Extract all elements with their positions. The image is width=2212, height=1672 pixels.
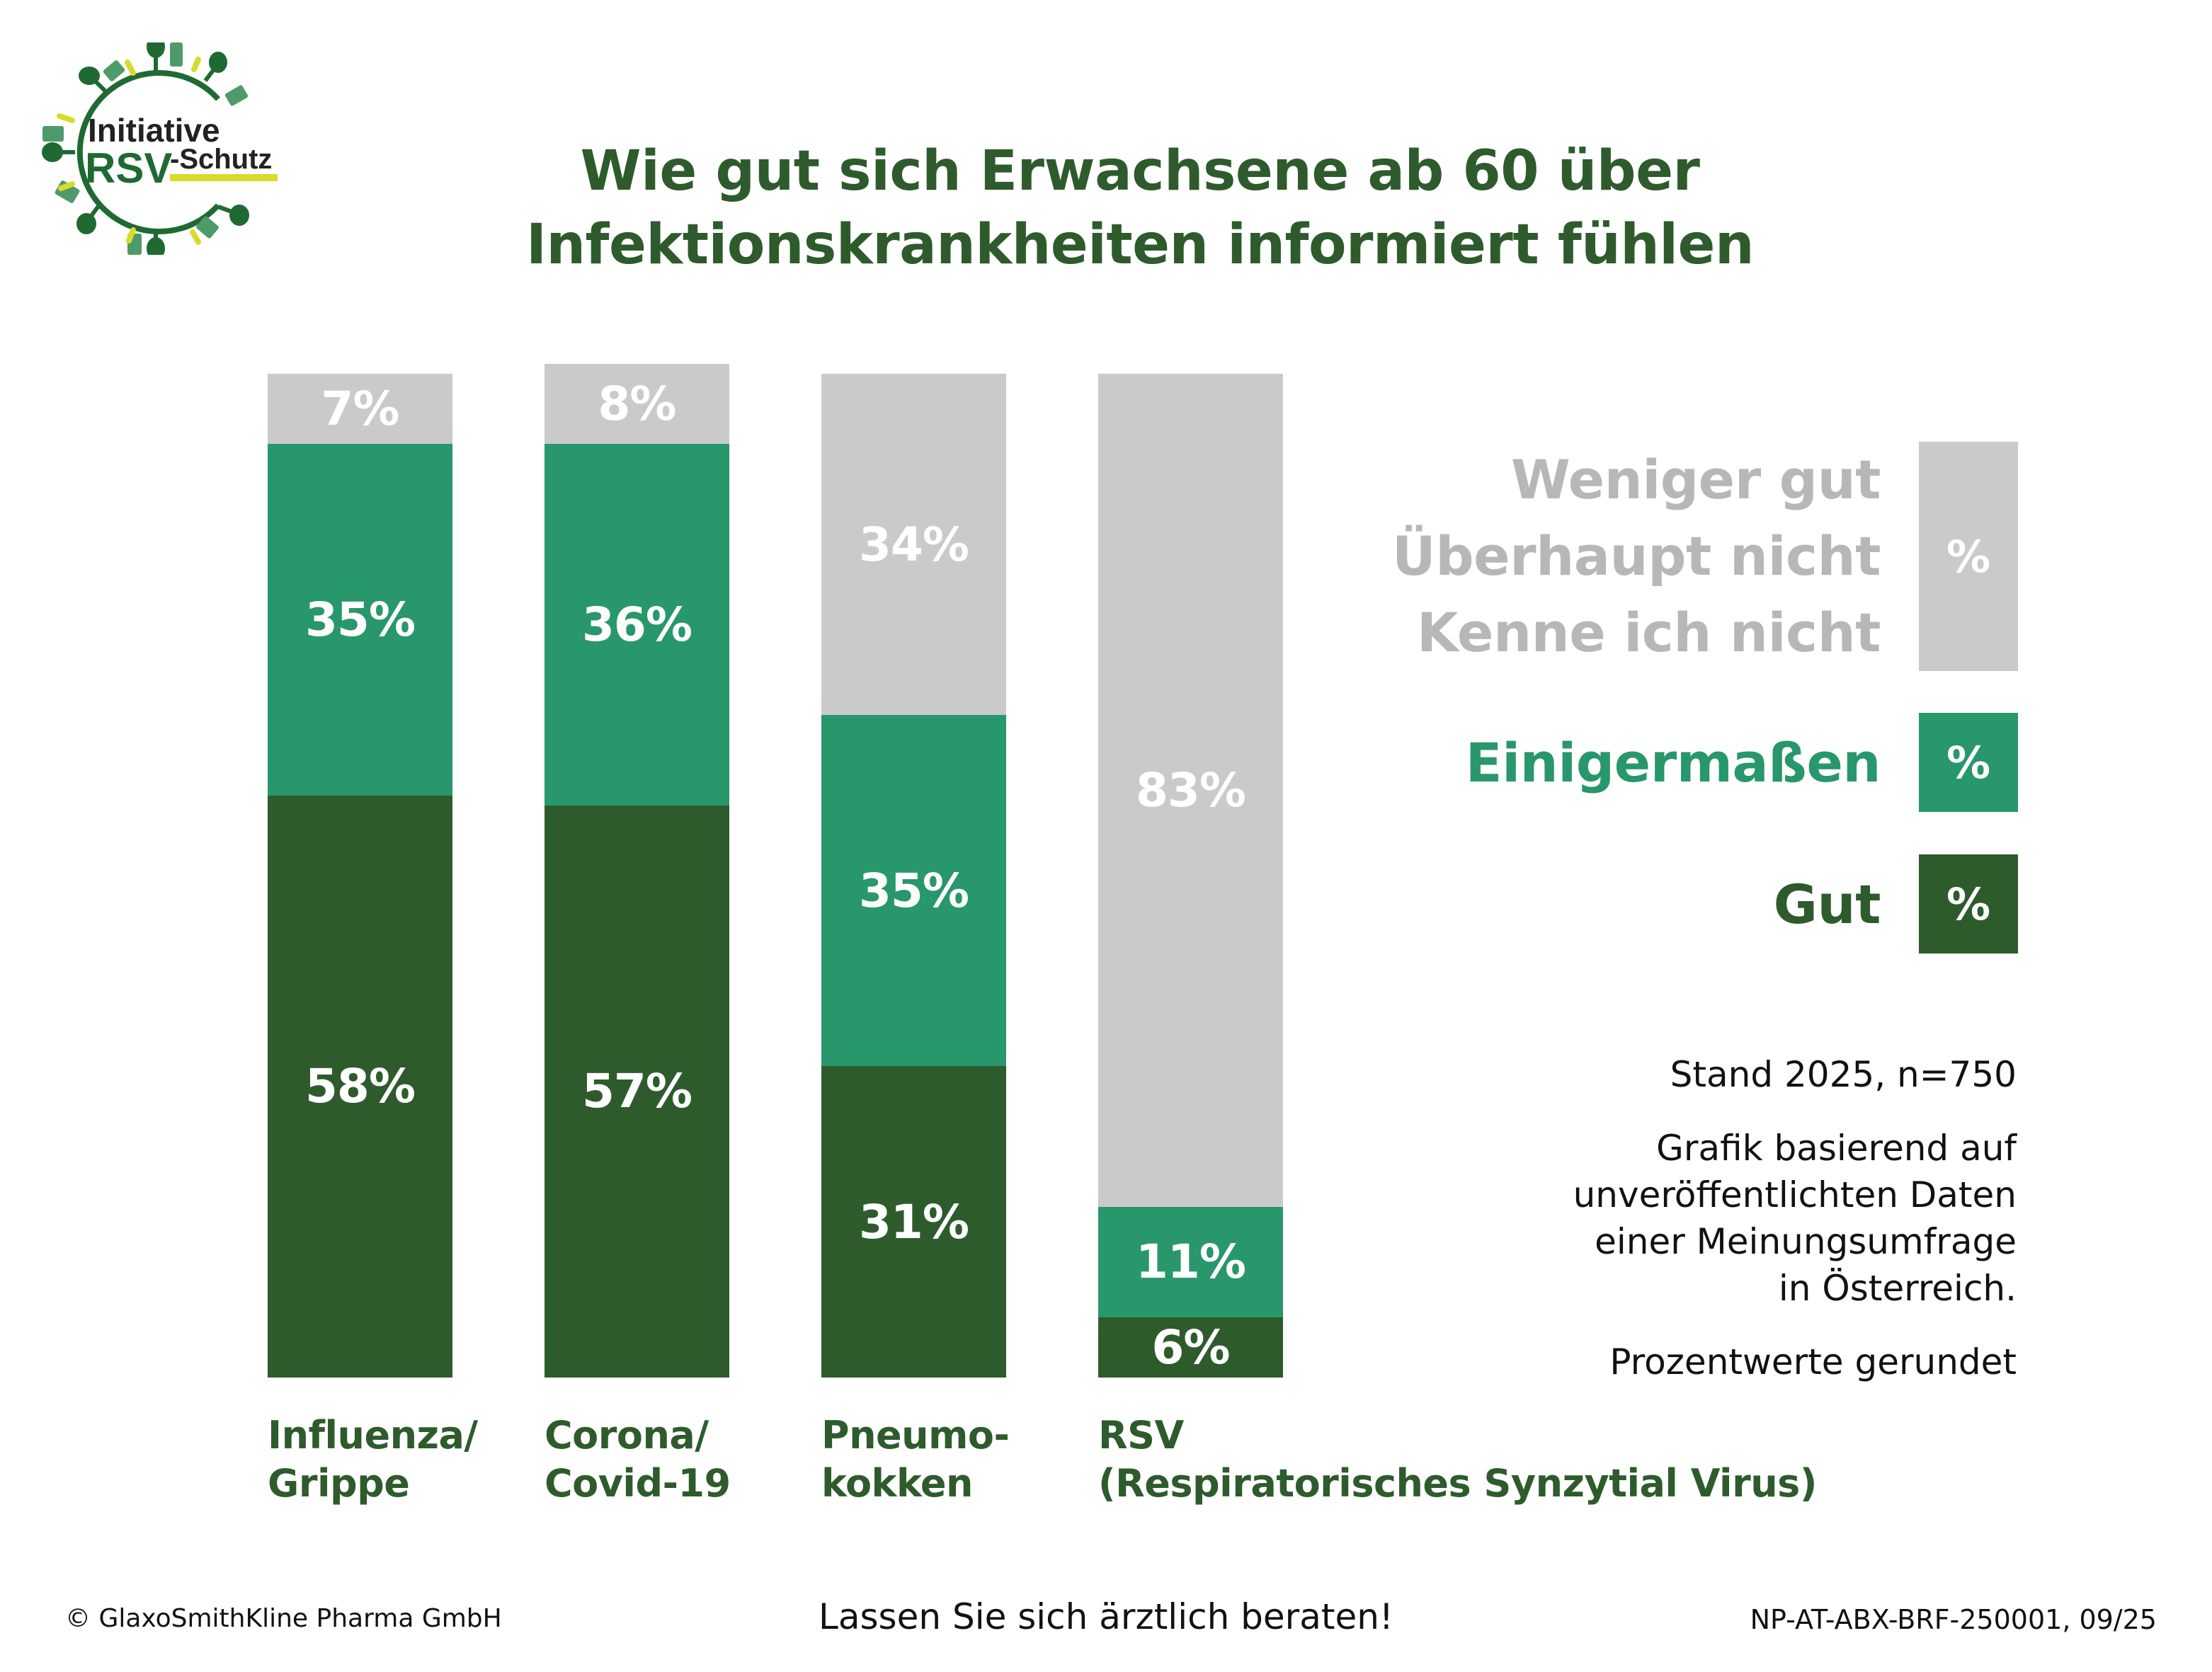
initiative-rsv-schutz-logo: Initiative RSV -Schutz — [28, 35, 304, 260]
x-tick-label-line: kokken — [821, 1461, 974, 1506]
bar-segment-pneumo-kokken-gut: 31% — [821, 1066, 1006, 1378]
data-label: 57% — [582, 1064, 692, 1119]
legend-label-einigermassen-line-1: Einigermaßen — [1465, 731, 1881, 794]
x-tick-label-line: RSV — [1098, 1413, 1184, 1458]
data-label: 11% — [1136, 1235, 1246, 1290]
data-label: 31% — [859, 1194, 969, 1249]
x-tick-label-rsv-respiratorisches-synzytial-virus: RSV (Respiratorisches Synzytial Virus) — [1098, 1412, 1817, 1508]
legend-label-gut: Gut — [1774, 866, 1881, 943]
legend-swatch-einigermassen: % — [1919, 713, 2018, 812]
data-label: 35% — [859, 863, 969, 918]
x-tick-label-corona-covid-19: Corona/Covid-19 — [545, 1412, 731, 1508]
bar-segment-rsv-respiratorisches-synzytial-virus-gut: 6% — [1098, 1317, 1283, 1378]
data-label: 58% — [305, 1059, 416, 1114]
note-source-line-3: einer Meinungsumfrage — [1595, 1221, 2017, 1262]
logo-underline — [170, 174, 278, 181]
legend-label-gut-line-1: Gut — [1773, 873, 1881, 936]
legend-label-weniger-line-3: Kenne ich nicht — [1416, 601, 1881, 664]
note-source: Grafik basierend auf unveröffentlichten … — [1573, 1125, 2017, 1312]
data-label: 36% — [582, 597, 692, 653]
virus-ring-logo-icon: Initiative RSV -Schutz — [42, 35, 278, 260]
legend-swatch-weniger-label: % — [1946, 530, 1991, 583]
bar-influenza-grippe: 58% 35% 7% — [268, 374, 452, 1378]
legend-label-weniger: Weniger gut Überhaupt nicht Kenne ich ni… — [1392, 442, 1881, 671]
legend-swatch-weniger: % — [1919, 442, 2018, 671]
x-tick-label-line: Covid-19 — [545, 1461, 731, 1506]
x-tick-label-influenza-grippe: Influenza/Grippe — [268, 1412, 478, 1508]
chart-title-line-2: Infektionskrankheiten informiert fühlen — [526, 213, 1754, 277]
chart-title-line-1: Wie gut sich Erwachsene ab 60 über — [580, 139, 1700, 203]
logo-text-rsv: RSV — [85, 144, 172, 192]
bar-segment-rsv-respiratorisches-synzytial-virus-weniger-gut: 83% — [1098, 374, 1283, 1207]
legend-label-einigermassen: Einigermaßen — [1466, 725, 1881, 801]
chart-title: Wie gut sich Erwachsene ab 60 über Infek… — [397, 134, 1883, 282]
legend-label-weniger-line-2: Überhaupt nicht — [1392, 525, 1881, 588]
x-tick-label-line: Corona/ — [545, 1413, 709, 1458]
x-tick-label-line: (Respiratorisches Synzytial Virus) — [1098, 1461, 1817, 1506]
x-tick-label-pneumo-kokken: Pneumo-kokken — [821, 1412, 1010, 1508]
logo-text-initiative: Initiative — [88, 112, 220, 149]
x-tick-label-line: Pneumo- — [821, 1413, 1010, 1458]
data-label: 8% — [598, 377, 676, 432]
bar-segment-pneumo-kokken-einigerma-en: 35% — [821, 715, 1006, 1067]
footer-document-code: NP-AT-ABX-BRF-250001, 09/25 — [1750, 1604, 2157, 1635]
bar-segment-influenza-grippe-gut: 58% — [268, 795, 452, 1378]
note-rounding: Prozentwerte gerundet — [1609, 1341, 2017, 1382]
footer-copyright: © GlaxoSmithKline Pharma GmbH — [65, 1604, 502, 1633]
chart-notes: Stand 2025, n=750 Grafik basierend auf u… — [1573, 1051, 2017, 1412]
logo-text-schutz: -Schutz — [170, 144, 272, 175]
bar-segment-corona-covid-19-weniger-gut: 8% — [545, 363, 729, 445]
legend-label-weniger-line-1: Weniger gut — [1510, 448, 1881, 511]
legend-swatch-einigermassen-label: % — [1946, 736, 1991, 789]
bar-rsv-respiratorisches-synzytial-virus: 6% 11% 83% — [1098, 374, 1283, 1378]
note-source-line-1: Grafik basierend auf — [1656, 1128, 2017, 1169]
bar-segment-rsv-respiratorisches-synzytial-virus-einigerma-en: 11% — [1098, 1206, 1283, 1317]
footer-advice: Lassen Sie sich ärztlich beraten! — [819, 1596, 1393, 1637]
bar-segment-influenza-grippe-weniger-gut: 7% — [268, 374, 452, 445]
bar-pneumo-kokken: 31% 35% 34% — [821, 374, 1006, 1378]
data-label: 83% — [1136, 762, 1246, 818]
x-tick-label-line: Influenza/ — [268, 1413, 478, 1458]
x-tick-label-line: Grippe — [268, 1461, 410, 1506]
note-source-line-2: unveröffentlichten Daten — [1573, 1174, 2017, 1215]
data-label: 35% — [305, 592, 416, 647]
bar-segment-corona-covid-19-gut: 57% — [545, 805, 729, 1378]
data-label: 34% — [859, 517, 969, 572]
bar-segment-pneumo-kokken-weniger-gut: 34% — [821, 374, 1006, 716]
legend-swatch-gut: % — [1919, 854, 2018, 954]
data-label: 7% — [321, 382, 399, 437]
bar-corona-covid-19: 57% 36% 8% — [545, 363, 729, 1378]
data-label: 6% — [1151, 1319, 1230, 1375]
legend-swatch-gut-label: % — [1946, 878, 1991, 930]
bar-segment-corona-covid-19-einigerma-en: 36% — [545, 444, 729, 806]
note-stand: Stand 2025, n=750 — [1670, 1054, 2017, 1095]
bar-segment-influenza-grippe-einigerma-en: 35% — [268, 444, 452, 796]
note-source-line-4: in Österreich. — [1778, 1268, 2017, 1309]
